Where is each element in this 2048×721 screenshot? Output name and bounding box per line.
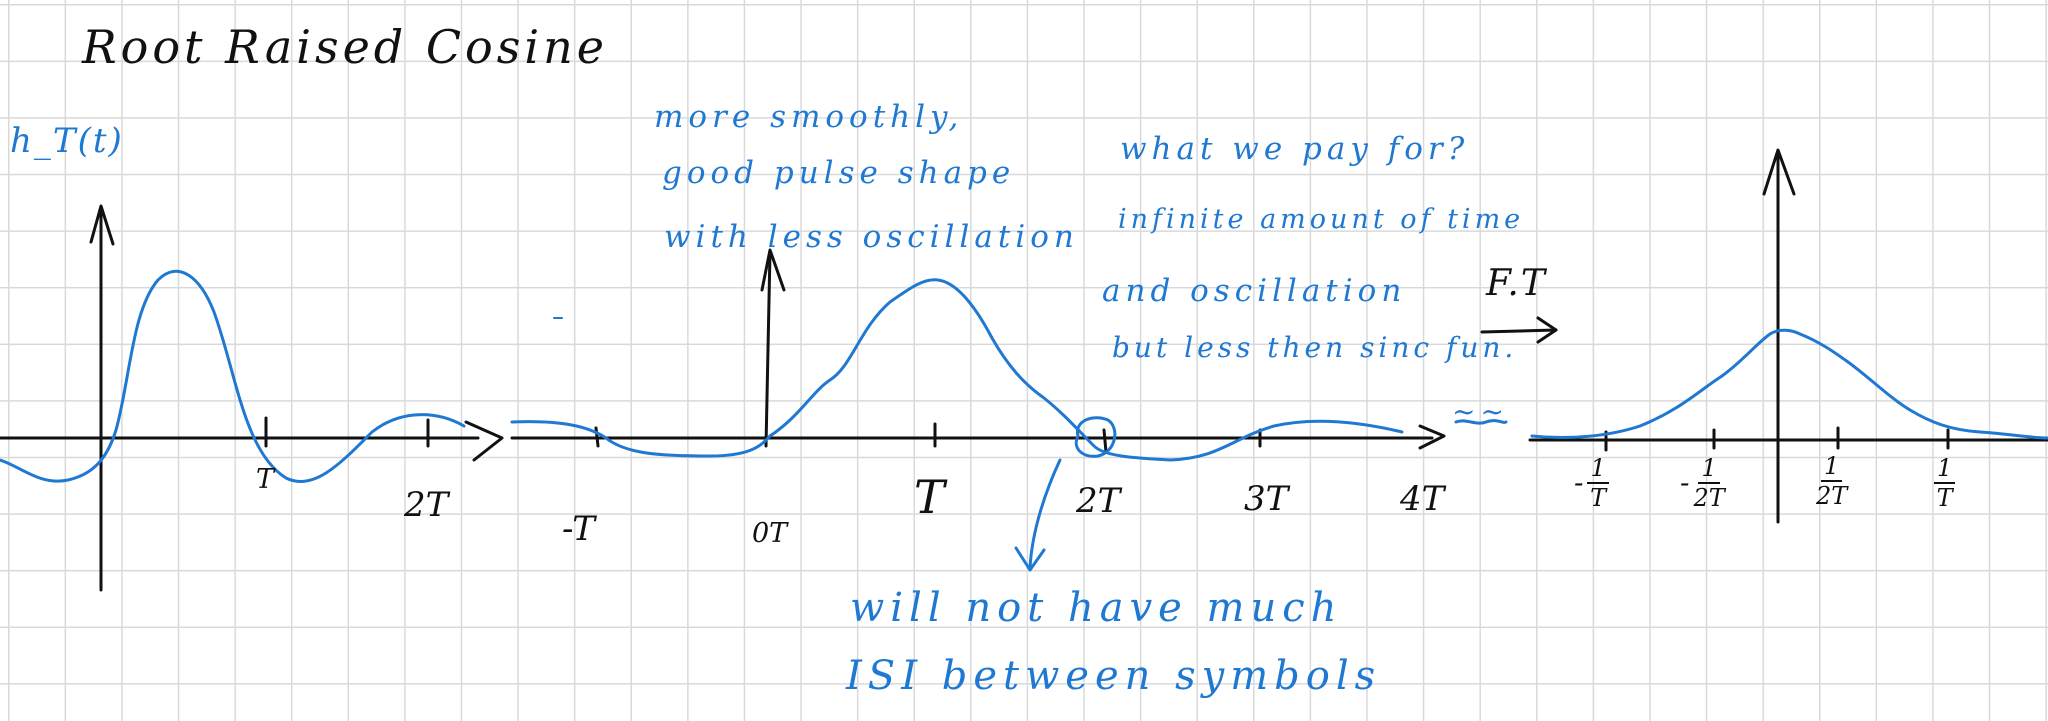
graph2-zero-crossing-circle [1074,416,1117,458]
graph1-axis-arrowhead [464,420,504,462]
graph2-pulse-curve [510,278,1404,462]
graph2-tick-label-2t: 2T [1076,481,1121,521]
graph2-tick-minus-t [594,426,600,448]
graph3-tick-4-fraction: 1 T [1934,456,1956,512]
graph2-amplitude-axis [764,250,772,448]
graph-1 [0,204,504,592]
cost-note-line-3: and oscillation [1102,273,1407,309]
graph3-tick-2-numerator: 1 [1698,456,1720,484]
isi-note-line-2: ISI between symbols [846,653,1382,699]
graph-3 [1528,148,2048,524]
graph2-tick-label-0t: 0T [752,518,788,549]
page-title: Root Raised Cosine [82,20,608,74]
transform-arrow-head [1536,316,1558,344]
graph3-tick-2-fraction: 1 2T [1693,456,1724,510]
graph3-tick-1-sign: - [1574,466,1584,499]
trailing-mark: ~~ [1452,395,1509,428]
pulse-note-line-2: good pulse shape [662,155,1016,191]
graph3-tick-4-numerator: 1 [1934,456,1956,484]
isi-arrow-head [1014,546,1046,572]
graph2-tick-label-minus-t: -T [562,509,595,549]
graph3-tick-label-1-over-2t: 1 2T [1812,454,1847,508]
pulse-note-line-3: with less oscillation [664,219,1079,255]
transform-label: F.T [1486,263,1547,304]
isi-note-line-1: will not have much [850,585,1343,631]
graph2-tick-label-3t: 3T [1244,479,1289,519]
isi-arrow [1028,458,1062,570]
graph3-tick-label-minus-1-over-2t: - 1 2T [1680,456,1725,510]
graph2-tick-2t [1102,428,1108,454]
graph2-amplitude-arrowhead [760,248,786,292]
graph3-tick-3-denominator: 2T [1816,482,1848,510]
graph1-tick-label-2t: 2T [404,485,449,525]
graph2-axis-arrowhead [1418,424,1446,450]
graph3-tick-label-1-over-t: 1 T [1930,456,1956,512]
graph3-tick-1-numerator: 1 [1587,456,1609,484]
graph3-tick-1-fraction: 1 T [1587,456,1609,512]
graph3-tick-1-denominator: T [1590,484,1607,512]
cost-note-line-2: infinite amount of time [1118,204,1525,235]
graph1-amplitude-arrowhead [89,204,115,246]
graph2-tick-label-4t: 4T [1400,479,1445,519]
graph2-tick-label-t: T [914,470,945,524]
graph3-tick-2-sign: - [1680,466,1690,499]
graph3-tick-4-denominator: T [1936,484,1953,512]
amplitude-label: h_T(t) [10,121,124,161]
graph3-tick-2-denominator: 2T [1693,484,1725,512]
transform-arrow [1480,328,1558,334]
graph2-partial-tail [1454,419,1508,425]
graph1-pulse-curve [0,269,466,484]
graph3-tick-label-minus-1-over-t: - 1 T [1574,456,1609,510]
graph3-spectrum-curve [1530,328,2048,440]
graph3-tick-3-numerator: 1 [1821,454,1843,482]
graph1-tick-label-t: T [256,464,275,495]
cost-note-line-1: what we pay for? [1120,131,1470,167]
graph-2 [510,248,1508,462]
graph3-tick-3-fraction: 1 2T [1816,454,1847,508]
graph3-amplitude-arrowhead [1762,148,1796,196]
cost-note-line-4: but less then sinc fun. [1112,331,1518,364]
pulse-note-line-1: more smoothly, [654,99,964,135]
